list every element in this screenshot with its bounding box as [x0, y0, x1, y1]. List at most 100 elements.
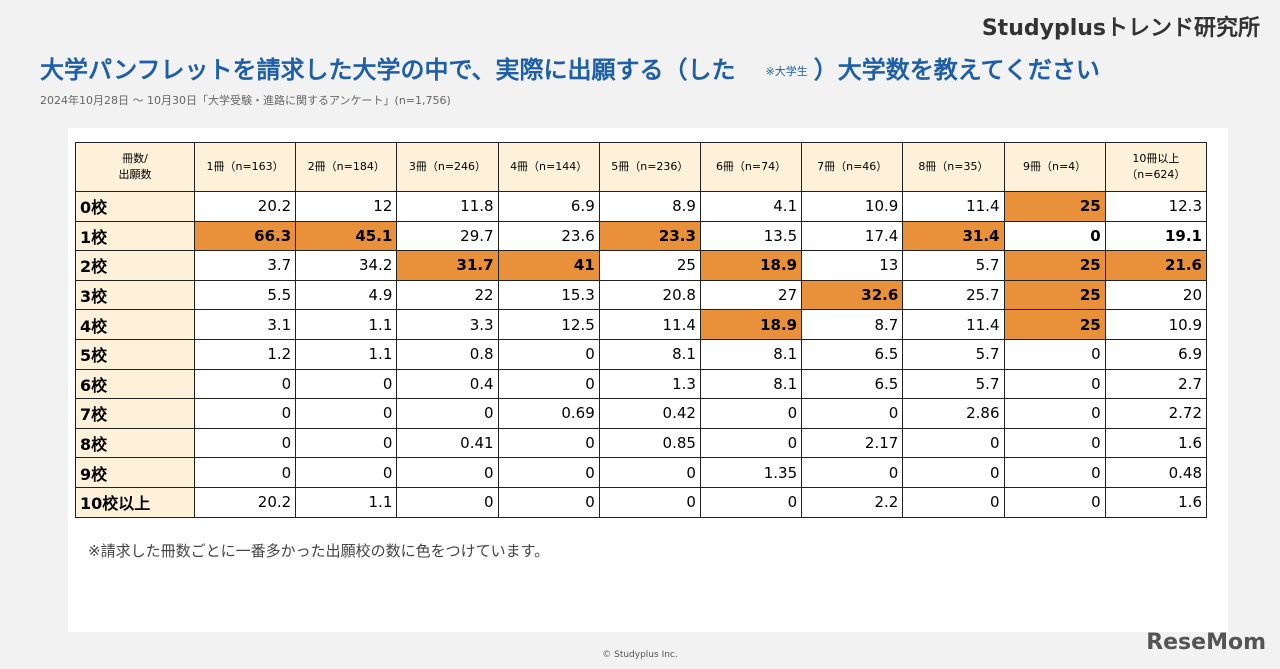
table-cell: 0.69 — [497, 398, 600, 429]
table-cell: 0 — [699, 486, 803, 518]
table-cell: 0 — [193, 398, 297, 429]
table-cell: 21.6 — [1104, 250, 1208, 281]
table-cell: 1.6 — [1104, 427, 1208, 459]
table-cell: 23.3 — [598, 220, 701, 252]
table-row: 4校 3.1 1.1 3.3 12.5 11.4 18.9 8.7 11.4 25 10.9 — [75, 309, 1208, 340]
table-cell: 0 — [1003, 398, 1106, 429]
row-label: 3校 — [75, 279, 195, 311]
table-cell: 4.9 — [295, 279, 398, 311]
column-header-text: 3冊（n=246） — [408, 160, 487, 173]
table-cell: 0 — [497, 427, 600, 459]
table-cell: 0 — [1003, 486, 1106, 518]
column-header-text: 6冊（n=74） — [715, 160, 787, 173]
table-cell: 41 — [497, 250, 600, 281]
table-cell: 11.4 — [902, 309, 1005, 340]
column-header-text: 7冊（n=46） — [817, 160, 888, 173]
table-cell: 6.9 — [497, 191, 600, 222]
table-cell: 0 — [598, 457, 701, 488]
column-header: 5冊（n=236） — [598, 142, 701, 192]
table-cell: 15.3 — [497, 279, 600, 311]
table-cell: 11.4 — [902, 191, 1005, 222]
column-header-text: 5冊（n=236） — [611, 160, 689, 173]
subtitle: 2024年10月28日 ～ 10月30日「大学受験・進路に関するアンケート」(n… — [40, 94, 451, 107]
table-cell: 6.5 — [801, 368, 904, 400]
table-cell: 25 — [598, 250, 701, 281]
table-cell: 34.2 — [295, 250, 398, 281]
table-cell: 25.7 — [902, 279, 1005, 311]
table-cell: 0 — [1003, 220, 1106, 252]
table-cell: 2.7 — [1104, 368, 1208, 400]
table-cell: 18.9 — [699, 309, 803, 340]
column-header-text: 2冊（n=184） — [307, 160, 385, 173]
column-header: 1冊（n=163） — [193, 142, 297, 192]
table-cell: 25 — [1003, 250, 1106, 281]
table-row: 2校 3.7 34.2 31.7 41 25 18.9 13 5.7 25 21.6 — [75, 250, 1208, 281]
table-cell: 0 — [295, 457, 398, 488]
table-cell: 0.4 — [396, 368, 499, 400]
column-header-text: 1冊（n=163） — [206, 160, 284, 173]
table-cell: 0 — [193, 457, 297, 488]
table-cell: 6.9 — [1104, 338, 1208, 370]
table-cell: 0 — [497, 368, 600, 400]
corner-text: 冊数/ — [122, 152, 148, 165]
row-label: 1校 — [75, 220, 195, 252]
table-cell: 8.9 — [598, 191, 701, 222]
column-header-text: 8冊（n=35） — [918, 160, 989, 173]
column-header: 4冊（n=144） — [497, 142, 600, 192]
table-cell: 1.2 — [193, 338, 297, 370]
table-cell: 8.7 — [801, 309, 904, 340]
column-header: 10冊以上 （n=624） — [1104, 142, 1208, 192]
table-cell: 0.8 — [396, 338, 499, 370]
table-cell: 0 — [598, 486, 701, 518]
table-cell: 5.5 — [193, 279, 297, 311]
table-cell: 0 — [396, 486, 499, 518]
row-label: 0校 — [75, 191, 195, 222]
table-row: 8校 0 0 0.41 0 0.85 0 2.17 0 0 1.6 — [75, 427, 1208, 459]
table-cell: 25 — [1003, 191, 1106, 222]
table-cell: 10.9 — [801, 191, 904, 222]
table-cell: 31.4 — [902, 220, 1005, 252]
table-cell: 20.2 — [193, 486, 297, 518]
table-cell: 5.7 — [902, 368, 1005, 400]
title-note: ※大学生 — [765, 65, 808, 78]
corner-text: 出願数 — [118, 168, 152, 181]
table-cell: 0 — [1003, 457, 1106, 488]
title-end: ）大学数を教えてください — [813, 56, 1100, 84]
column-header-text: 9冊（n=4） — [1023, 160, 1087, 173]
table-cell: 27 — [699, 279, 803, 311]
table-cell: 0 — [497, 486, 600, 518]
table-cell: 0.42 — [598, 398, 701, 429]
table-cell: 0 — [396, 398, 499, 429]
table-cell: 10.9 — [1104, 309, 1208, 340]
table-cell: 0 — [193, 427, 297, 459]
table-row: 3校 5.5 4.9 22 15.3 20.8 27 32.6 25.7 25 20 — [75, 279, 1208, 311]
row-label: 8校 — [75, 427, 195, 459]
table-cell: 22 — [396, 279, 499, 311]
table-cell: 0 — [295, 398, 398, 429]
row-label: 6校 — [75, 368, 195, 400]
row-label: 2校 — [75, 250, 195, 281]
table-cell: 25 — [1003, 279, 1106, 311]
table-cell: 6.5 — [801, 338, 904, 370]
table-cell: 13.5 — [699, 220, 803, 252]
table-cell: 1.3 — [598, 368, 701, 400]
column-header: 8冊（n=35） — [902, 142, 1005, 192]
column-header-text: 10冊以上 — [1132, 152, 1180, 165]
table-cell: 2.86 — [902, 398, 1005, 429]
footnote: ※請求した冊数ごとに一番多かった出願校の数に色をつけています。 — [88, 542, 550, 560]
table-cell: 18.9 — [699, 250, 803, 281]
table-cell: 12.3 — [1104, 191, 1208, 222]
table-cell: 1.1 — [295, 309, 398, 340]
table-cell: 0.41 — [396, 427, 499, 459]
table-row: 7校 0 0 0 0.69 0.42 0 0 2.86 0 2.72 — [75, 398, 1208, 429]
table-cell: 1.6 — [1104, 486, 1208, 518]
table-cell: 3.1 — [193, 309, 297, 340]
row-label: 9校 — [75, 457, 195, 488]
header-row: 冊数/出願数 1冊（n=163） 2冊（n=184） 3冊（n=246） 4冊（n=14… — [75, 142, 1208, 192]
table-cell: 20 — [1104, 279, 1208, 311]
table-cell: 0 — [801, 457, 904, 488]
table-cell: 0.48 — [1104, 457, 1208, 488]
table-cell: 0 — [1003, 338, 1106, 370]
column-header: 9冊（n=4） — [1003, 142, 1106, 192]
